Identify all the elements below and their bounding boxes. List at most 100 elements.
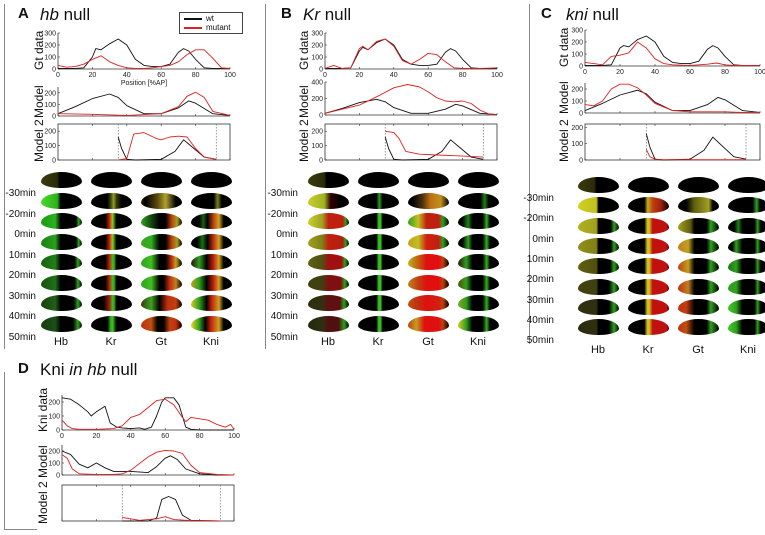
- y-tick-label: 100: [571, 99, 583, 106]
- series-wt: [61, 450, 234, 476]
- y-tick-label: 200: [571, 125, 583, 132]
- series-mutant: [584, 41, 760, 66]
- time-label: 0min: [276, 229, 298, 240]
- embryo-gt: [141, 192, 182, 209]
- time-label: 50min: [8, 331, 36, 343]
- chart-B3: 0 100 200: [311, 123, 498, 165]
- embryo-gt: [141, 172, 182, 188]
- x-tick-label: 0: [583, 69, 587, 76]
- embryo-gt: [408, 192, 449, 209]
- embryo-kni: [191, 192, 232, 209]
- embryo-hb: [41, 315, 82, 332]
- embryo-hb: [41, 213, 82, 229]
- time-label: 40min: [526, 314, 554, 326]
- embryo-kni: [458, 233, 499, 250]
- y-tick-label: 200: [311, 96, 323, 103]
- chart-D2: 0 100 200: [48, 445, 235, 480]
- y-tick-label: 0: [319, 113, 323, 120]
- x-tick-label: 60: [161, 433, 169, 440]
- time-label: 20min: [526, 274, 554, 286]
- x-axis-label: Position [%AP]: [121, 80, 167, 87]
- y-tick-label: 0: [52, 158, 56, 165]
- embryo-hb: [308, 315, 349, 332]
- plot-frame: [584, 123, 761, 161]
- embryo-gt: [141, 315, 182, 332]
- x-tick-label: 0: [56, 72, 60, 79]
- y-tick-label: 200: [311, 43, 323, 50]
- embryo-kni: [191, 295, 232, 311]
- embryo-gt: [141, 213, 182, 229]
- y-tick-label: 100: [44, 143, 56, 150]
- embryo-hb: [578, 237, 619, 254]
- y-tick-label: 100: [44, 102, 56, 109]
- legend-label-mutant: mutant: [206, 23, 231, 32]
- chart-A2: 0 100 200: [44, 87, 231, 121]
- series-mutant: [324, 38, 498, 69]
- embryo-kr: [628, 278, 669, 295]
- embryo-gt: [141, 254, 182, 270]
- x-tick-label: 80: [196, 433, 204, 440]
- gene-label-kni: Kni: [740, 344, 756, 356]
- x-tick-label: 100: [491, 72, 503, 79]
- embryo-gt: [678, 319, 719, 336]
- embryo-gt: [141, 274, 182, 291]
- embryo-hb: [41, 233, 82, 250]
- embryo-kni: [728, 217, 765, 234]
- embryo-kni: [728, 319, 765, 336]
- series-wt: [117, 136, 217, 161]
- gene-label-kr: Kr: [105, 336, 117, 348]
- gene-label-kr: Kr: [372, 336, 384, 348]
- x-tick-label: 0: [323, 72, 327, 79]
- panel-d-title-pre: Kni: [40, 360, 70, 379]
- time-label: -20min: [267, 208, 298, 220]
- time-label: 30min: [270, 290, 298, 302]
- time-label: 50min: [270, 331, 298, 343]
- embryo-kni: [728, 298, 765, 315]
- embryo-kr: [628, 217, 669, 234]
- embryo-hb: [308, 192, 349, 209]
- y-tick-label: 200: [48, 449, 60, 456]
- embryo-hb: [578, 197, 619, 214]
- panel-c-title: kni null: [566, 5, 619, 25]
- x-tick-label: 20: [356, 72, 364, 79]
- embryo-kni: [728, 278, 765, 295]
- chart-A3: 0 100 200: [44, 123, 231, 165]
- y-tick-label: 300: [44, 31, 56, 38]
- time-label: 0min: [532, 233, 554, 245]
- y-tick-label: 200: [571, 87, 583, 94]
- gene-label-hb: Hb: [53, 336, 69, 348]
- embryo-kni: [458, 254, 499, 270]
- chart-C2: 0 100 200: [571, 83, 761, 118]
- legend-swatch-wt: [184, 17, 202, 20]
- legend-item-mutant: mutant: [184, 23, 238, 32]
- embryo-hb: [578, 258, 619, 275]
- x-tick-label: 60: [686, 69, 694, 76]
- series-wt: [585, 35, 760, 66]
- panel-b-letter: B: [281, 5, 292, 22]
- series-wt: [61, 397, 234, 431]
- time-label: 0min: [14, 229, 36, 240]
- y-tick-label: 0: [52, 67, 56, 74]
- time-label: 50min: [526, 335, 554, 347]
- embryo-gt: [678, 217, 719, 234]
- time-label: -20min: [5, 208, 36, 220]
- embryo-kr: [91, 295, 132, 311]
- y-tick-label: 200: [44, 43, 56, 50]
- embryo-hb: [41, 274, 82, 291]
- series-wt: [57, 93, 231, 116]
- x-tick-label: 40: [651, 69, 659, 76]
- y-tick-label: 100: [571, 141, 583, 148]
- embryo-gt: [678, 177, 719, 193]
- series-wt: [324, 98, 498, 116]
- x-tick-label: 20: [89, 72, 97, 79]
- embryo-kni: [458, 315, 499, 332]
- embryo-hb: [41, 192, 82, 209]
- embryo-kr: [91, 233, 132, 250]
- chart-D3: [61, 484, 235, 522]
- embryo-kr: [628, 319, 669, 336]
- embryo-kr: [358, 192, 399, 209]
- embryo-kr: [358, 315, 399, 332]
- time-label: -20min: [523, 213, 554, 225]
- embryo-kr: [91, 315, 132, 332]
- y-tick-label: 100: [48, 461, 60, 468]
